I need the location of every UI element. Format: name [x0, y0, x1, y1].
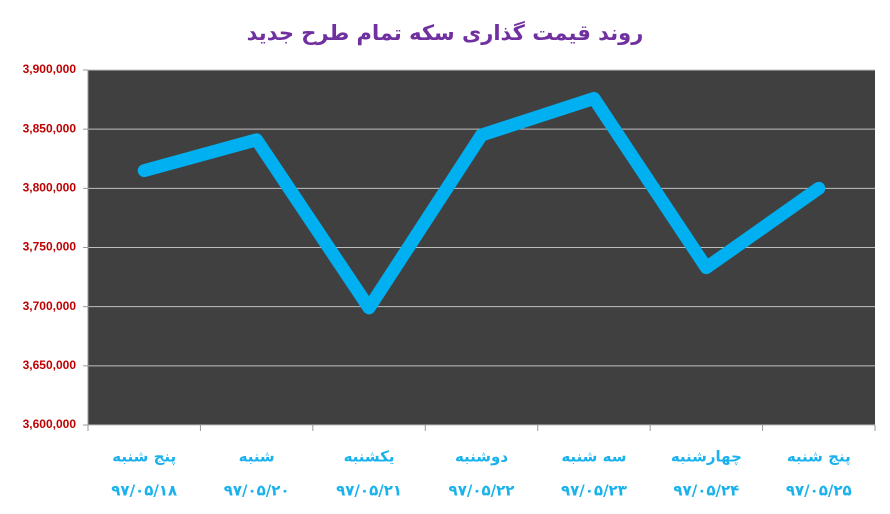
x-tick-label: پنج شنبه — [787, 448, 851, 467]
x-tick-date: ۹۷/۰۵/۲۵ — [786, 482, 852, 500]
x-tick-date: ۹۷/۰۵/۲۰ — [224, 482, 290, 500]
y-tick-label: 3,850,000 — [23, 121, 77, 135]
x-tick-label: سه شنبه — [561, 448, 626, 466]
x-tick-date: ۹۷/۰۵/۲۴ — [673, 482, 739, 500]
y-tick-label: 3,650,000 — [23, 358, 77, 372]
x-tick-label: یکشنبه — [344, 448, 395, 466]
y-tick-label: 3,800,000 — [23, 181, 77, 195]
x-tick-label: چهارشنبه — [671, 448, 742, 467]
y-tick-label: 3,600,000 — [23, 417, 77, 431]
line — [137, 91, 826, 315]
x-tick-date: ۹۷/۰۵/۲۱ — [336, 482, 402, 500]
x-tick-date: ۹۷/۰۵/۲۳ — [561, 482, 627, 500]
x-tick-date: ۹۷/۰۵/۱۸ — [111, 482, 177, 500]
x-tick-label: دوشنبه — [455, 448, 508, 466]
y-tick-label: 3,700,000 — [23, 299, 77, 313]
chart-title: روند قیمت گذاری سکه تمام طرح جدید — [247, 20, 644, 45]
x-tick-label: شنبه — [239, 448, 275, 466]
x-tick-date: ۹۷/۰۵/۲۲ — [449, 482, 515, 500]
y-tick-label: 3,900,000 — [23, 62, 77, 76]
x-tick-label: پنج شنبه — [112, 448, 176, 467]
y-tick-label: 3,750,000 — [23, 240, 77, 254]
